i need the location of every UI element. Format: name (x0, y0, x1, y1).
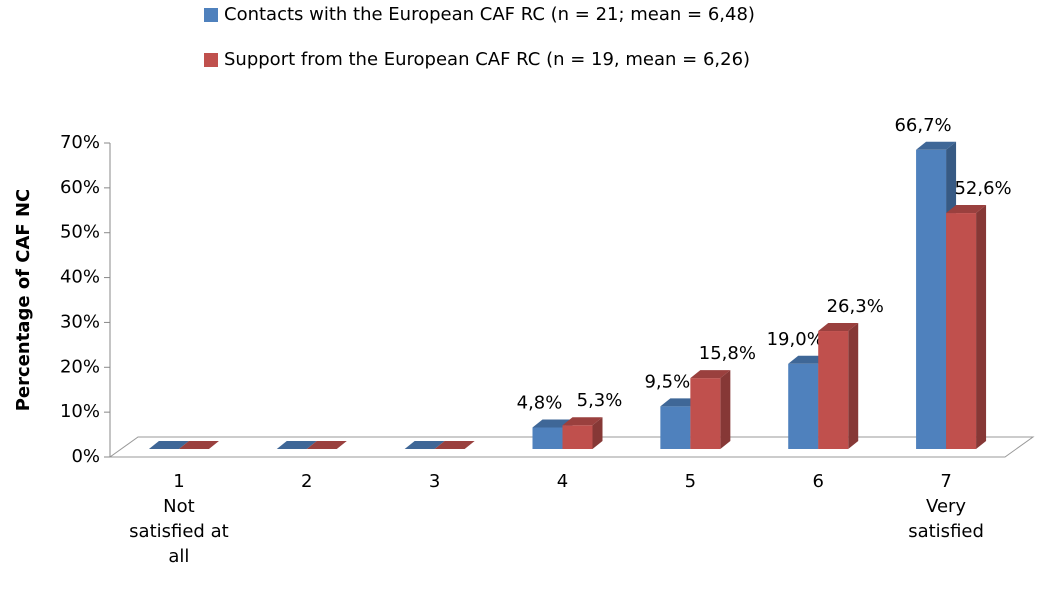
bar-top (306, 441, 347, 449)
y-tick-label: 0% (71, 446, 100, 467)
y-tick-label: 10% (60, 401, 100, 422)
bar-top (916, 141, 957, 150)
bar (660, 406, 691, 449)
bar (690, 378, 721, 449)
legend-swatch (204, 8, 218, 22)
data-label: 5,3% (577, 390, 623, 411)
x-tick-label: 5 (684, 471, 697, 492)
data-label: 66,7% (894, 115, 951, 136)
y-tick-label: 70% (60, 132, 100, 153)
bar-top (276, 441, 317, 449)
bar (532, 427, 563, 449)
x-tick-label: 3 (428, 471, 441, 492)
bar-side (592, 417, 603, 449)
x-tick-label: 6 (812, 471, 824, 492)
y-tick-label: 30% (60, 311, 100, 332)
data-label: 19,0% (767, 329, 824, 350)
bar-top (148, 441, 189, 449)
legend-label: Contacts with the European CAF RC (n = 2… (224, 4, 755, 25)
bar-top (404, 441, 445, 449)
y-tick-label: 20% (60, 356, 100, 377)
data-label: 26,3% (827, 296, 884, 317)
x-tick-label: 4 (556, 471, 569, 492)
bar-side (720, 370, 731, 449)
y-tick-label: 40% (60, 267, 100, 288)
data-label: 15,8% (699, 343, 756, 364)
legend-swatch (204, 53, 218, 67)
bar-side (848, 323, 859, 449)
legend-label: Support from the European CAF RC (n = 19… (224, 49, 750, 70)
bar-top (434, 441, 475, 449)
bar (788, 363, 819, 449)
bar (818, 331, 849, 449)
bar-top (818, 323, 859, 332)
bar (562, 425, 593, 449)
y-axis-title: Percentage of CAF NC (13, 189, 34, 412)
bar-top (178, 441, 219, 449)
y-tick-label: 60% (60, 177, 100, 198)
bar (946, 213, 977, 449)
y-tick-label: 50% (60, 222, 100, 243)
data-label: 52,6% (954, 178, 1011, 199)
data-label: 4,8% (517, 392, 563, 413)
bar (916, 149, 947, 449)
bar-top (690, 370, 731, 379)
bar-top (946, 205, 987, 214)
x-tick-label: 2 (301, 471, 313, 492)
bar-top (562, 417, 603, 426)
bar-side (976, 205, 987, 449)
x-tick-label: 1 Not satisfied at all (129, 471, 229, 567)
x-tick-label: 7 Very satisfied (908, 471, 984, 542)
data-label: 9,5% (644, 371, 690, 392)
